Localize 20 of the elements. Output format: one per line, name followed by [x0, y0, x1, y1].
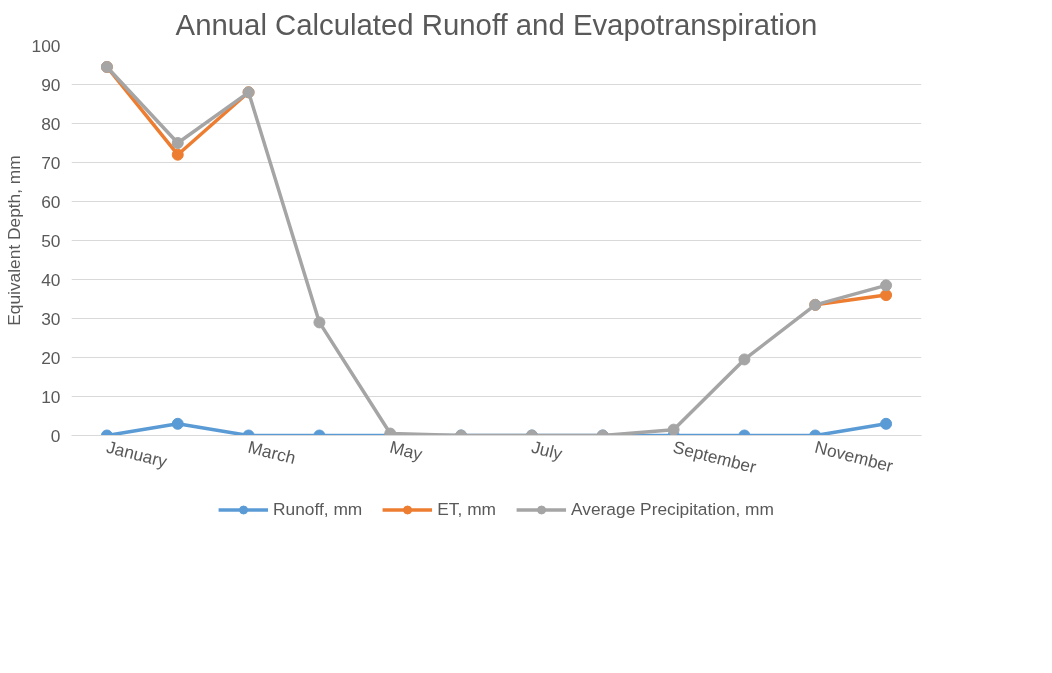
- y-tick-label: 60: [41, 191, 61, 212]
- x-tick-label: May: [387, 436, 425, 465]
- legend-label: Average Precipitation, mm: [571, 498, 774, 520]
- y-tick-label: 0: [50, 425, 61, 446]
- y-tick-label: 100: [31, 35, 61, 56]
- x-tick-label: March: [246, 436, 298, 469]
- y-tick-label: 10: [41, 386, 61, 407]
- legend-label: Runoff, mm: [273, 498, 363, 520]
- y-tick-label: 70: [41, 152, 61, 173]
- y-tick-label: 30: [41, 308, 61, 329]
- y-tick-label: 80: [41, 113, 61, 134]
- y-tick-label: 50: [41, 230, 61, 251]
- x-tick-label: January: [104, 436, 170, 472]
- y-axis-title: Equivalent Depth, mm: [3, 155, 24, 326]
- y-tick-label: 20: [41, 347, 61, 368]
- x-tick-label: July: [529, 436, 565, 464]
- legend-label: ET, mm: [437, 498, 497, 520]
- y-tick-label: 90: [41, 74, 61, 95]
- y-tick-label: 40: [41, 269, 61, 290]
- chart-title: Annual Calculated Runoff and Evapotranspiration: [175, 7, 818, 41]
